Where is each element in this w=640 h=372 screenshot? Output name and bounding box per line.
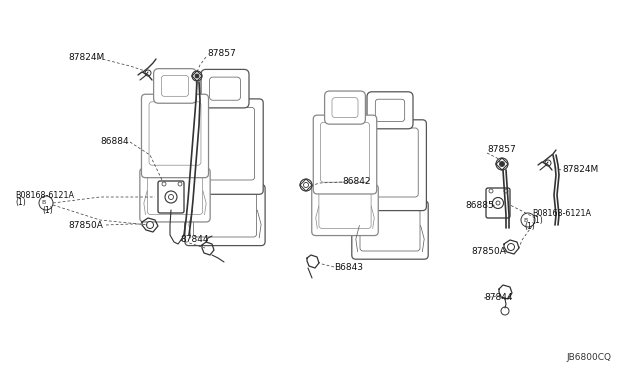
Text: B: B — [523, 218, 527, 222]
Text: 87857: 87857 — [207, 49, 236, 58]
Text: B6843: B6843 — [334, 263, 363, 272]
Circle shape — [195, 74, 199, 78]
Text: 87844: 87844 — [180, 235, 209, 244]
Text: B08168-6121A: B08168-6121A — [532, 209, 591, 218]
Circle shape — [145, 70, 151, 76]
FancyBboxPatch shape — [312, 185, 378, 235]
Text: B: B — [41, 201, 45, 205]
Circle shape — [499, 161, 504, 167]
Text: 87857: 87857 — [487, 145, 516, 154]
Circle shape — [168, 195, 173, 199]
Text: 86885: 86885 — [465, 201, 493, 209]
Circle shape — [501, 307, 509, 315]
FancyBboxPatch shape — [352, 201, 428, 259]
Text: 87824M: 87824M — [68, 54, 104, 62]
FancyBboxPatch shape — [187, 99, 263, 194]
Circle shape — [493, 198, 504, 208]
Text: (1): (1) — [532, 217, 543, 225]
Text: (1): (1) — [42, 205, 52, 215]
FancyBboxPatch shape — [201, 70, 249, 108]
Text: B08168-6121A: B08168-6121A — [15, 190, 74, 199]
FancyBboxPatch shape — [324, 91, 365, 124]
FancyBboxPatch shape — [141, 94, 209, 178]
Text: 86842: 86842 — [342, 177, 371, 186]
Circle shape — [300, 179, 312, 191]
FancyBboxPatch shape — [185, 185, 265, 246]
FancyBboxPatch shape — [140, 168, 210, 222]
Circle shape — [508, 244, 515, 250]
FancyBboxPatch shape — [154, 69, 196, 103]
Circle shape — [496, 201, 500, 205]
Circle shape — [504, 189, 508, 193]
Circle shape — [178, 182, 182, 186]
Circle shape — [165, 191, 177, 203]
FancyBboxPatch shape — [367, 92, 413, 129]
Circle shape — [192, 71, 202, 81]
Circle shape — [489, 189, 493, 193]
Circle shape — [496, 158, 508, 170]
FancyBboxPatch shape — [314, 115, 377, 194]
Circle shape — [147, 221, 154, 228]
Circle shape — [521, 213, 535, 227]
FancyBboxPatch shape — [354, 120, 426, 211]
Text: 87850A: 87850A — [471, 247, 506, 257]
Text: 87850A: 87850A — [68, 221, 103, 230]
Text: 87844: 87844 — [484, 294, 513, 302]
FancyBboxPatch shape — [158, 181, 184, 213]
Circle shape — [545, 160, 551, 166]
Text: JB6800CQ: JB6800CQ — [566, 353, 611, 362]
Text: (1): (1) — [15, 198, 26, 206]
Circle shape — [303, 183, 308, 187]
FancyBboxPatch shape — [486, 188, 510, 218]
Circle shape — [162, 182, 166, 186]
Text: 87824M: 87824M — [562, 166, 598, 174]
Text: 86884: 86884 — [100, 138, 129, 147]
Text: (1): (1) — [524, 222, 535, 231]
Circle shape — [39, 196, 53, 210]
